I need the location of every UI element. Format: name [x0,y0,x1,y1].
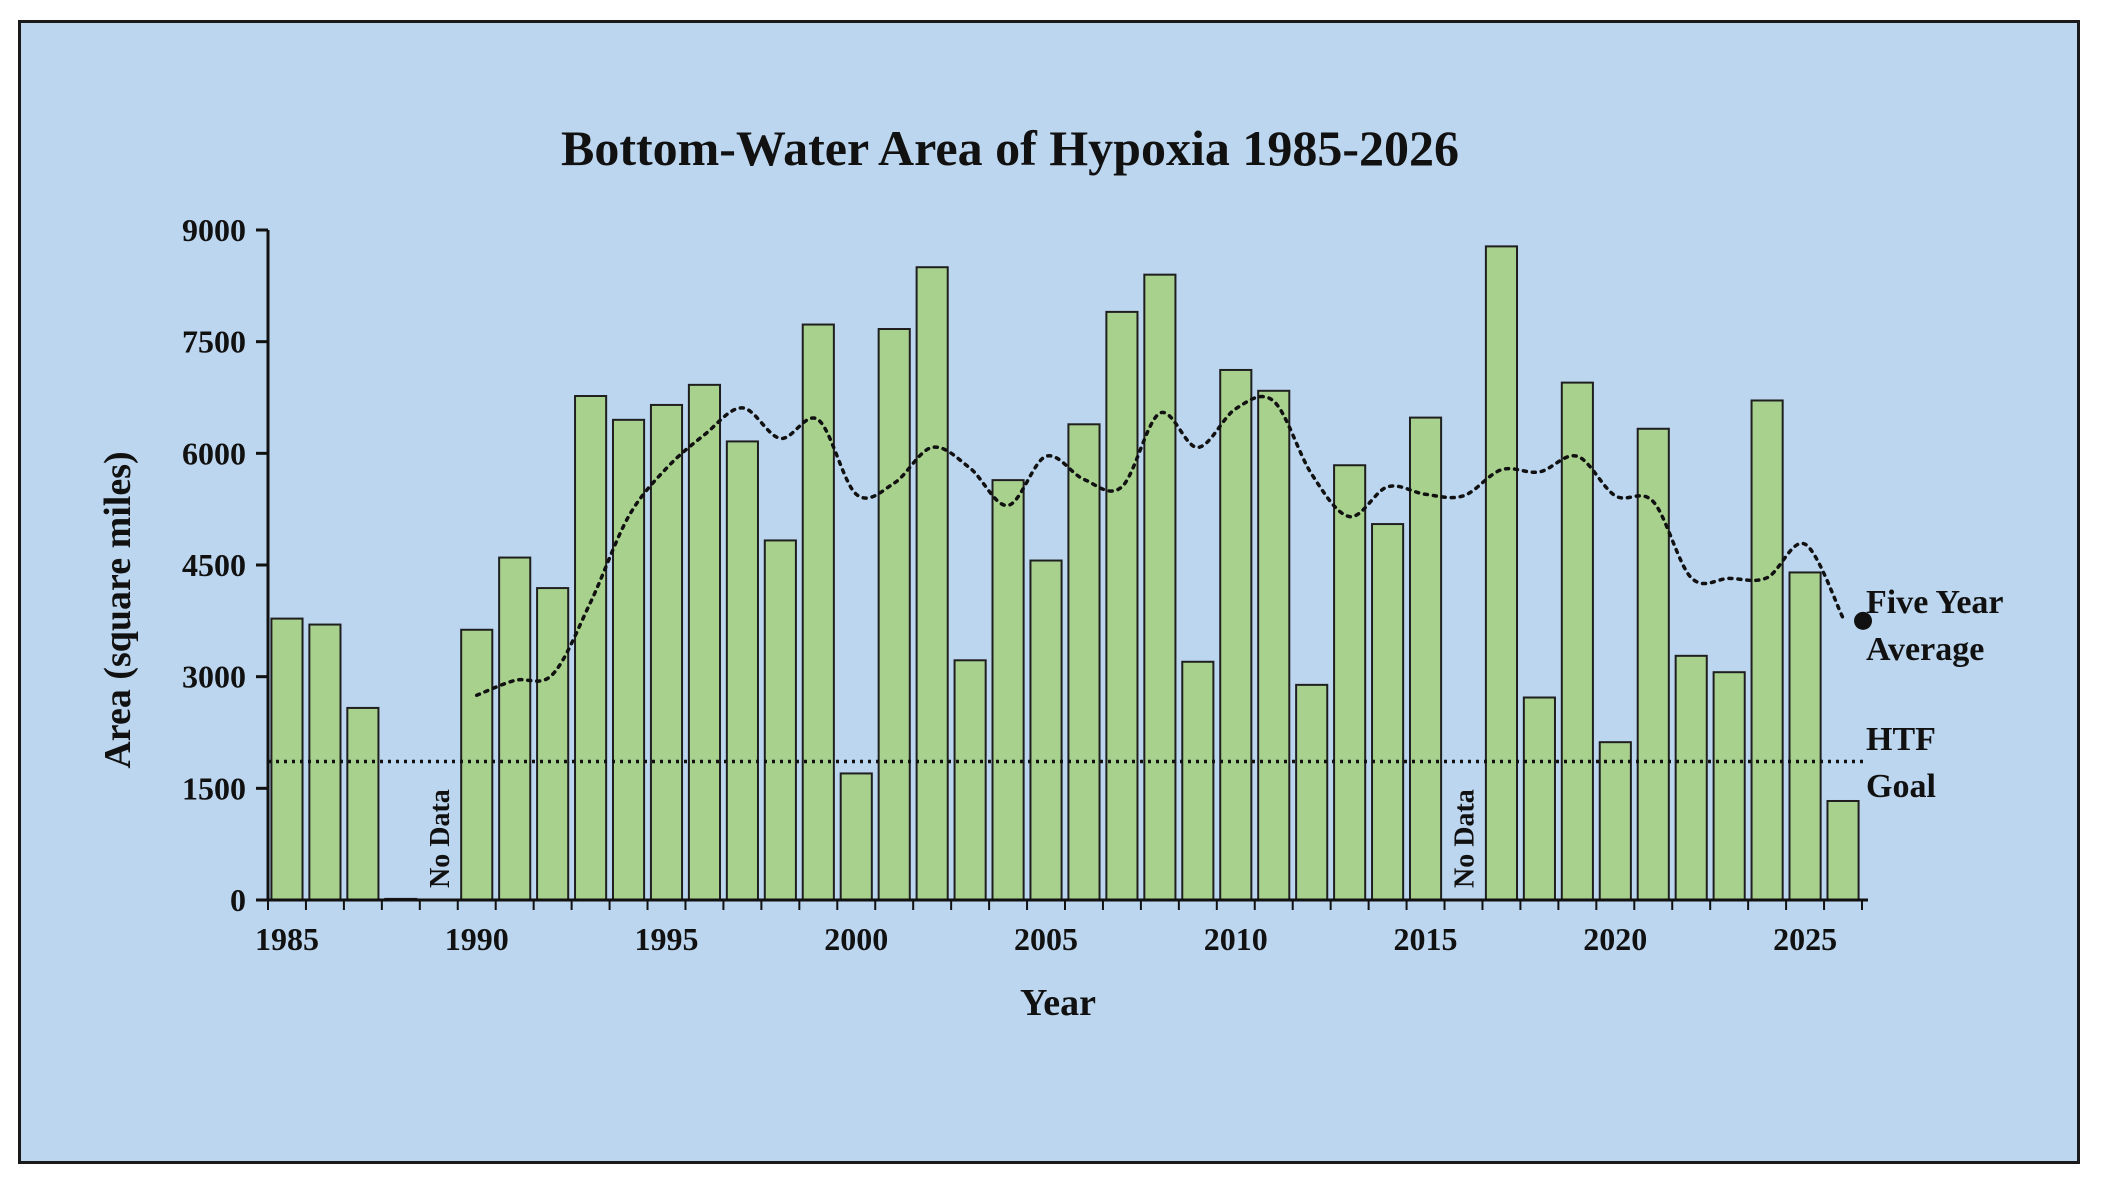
x-tick-label-1995: 1995 [635,921,699,957]
y-axis-title: Area (square miles) [97,451,139,768]
bar-2003 [953,659,987,901]
x-tick-label-2005: 2005 [1014,921,1078,957]
bar-1987 [346,706,380,902]
legend-five-year-line1: Five Year [1866,584,2004,621]
x-tick-label-1985: 1985 [255,921,319,957]
bar-2010 [1219,368,1253,901]
bar-2002 [915,266,949,901]
bar-2020 [1598,741,1632,902]
x-tick-label-2015: 2015 [1394,921,1458,957]
bar-2000 [839,772,873,902]
y-tick-label-4500: 4500 [182,547,246,583]
y-tick-label-0: 0 [230,882,246,918]
bar-1992 [536,587,570,901]
bar-2006 [1067,423,1101,901]
bar-1985 [270,617,304,901]
bar-1998 [763,539,797,902]
bar-2014 [1371,523,1405,901]
x-tick-label-2000: 2000 [824,921,888,957]
bar-2018 [1522,696,1556,901]
no-data-label-2016: No Data [1450,789,1481,888]
x-tick-label-1990: 1990 [445,921,509,957]
bar-2005 [1029,559,1063,901]
bar-2004 [991,479,1025,901]
bar-1997 [725,440,759,901]
y-tick-label-7500: 7500 [182,324,246,360]
x-axis-title: Year [1020,982,1096,1024]
chart-title: Bottom-Water Area of Hypoxia 1985-2026 [561,120,1459,176]
y-tick-label-3000: 3000 [182,659,246,695]
y-tick-label-1500: 1500 [182,770,246,806]
y-tick-label-9000: 9000 [182,212,246,248]
bar-1996 [687,383,722,902]
bar-2024 [1750,399,1784,901]
bar-2007 [1105,310,1139,901]
bar-2017 [1484,245,1519,901]
bar-1990 [460,628,494,901]
five-year-average-line [474,394,1845,698]
bar-2025 [1788,571,1822,901]
bar-2023 [1712,671,1746,902]
bar-2013 [1333,464,1367,901]
bar-1991 [498,556,532,901]
no-data-label-1989: No Data [425,789,456,888]
bar-2021 [1636,427,1670,901]
legend-htf-line1: HTF [1866,721,1936,758]
legend-htf-line2: Goal [1866,768,1936,805]
plot-area: 0 1500 3000 4500 6000 7500 9000 1985 1990 1995 200… [182,212,2004,957]
bar-2012 [1295,683,1329,901]
x-tick-label-2020: 2020 [1583,921,1647,957]
five-year-average-marker [1854,611,1873,630]
bar-1993 [574,395,608,901]
bar-2026 [1826,799,1860,901]
bar-1995 [649,403,684,901]
bar-1999 [801,323,835,901]
bar-2019 [1560,381,1594,902]
x-tick-label-2025: 2025 [1773,921,1837,957]
bar-2015 [1408,416,1443,901]
bar-2022 [1674,654,1708,901]
bar-1994 [611,418,646,901]
bar-2001 [877,328,911,901]
y-tick-label-6000: 6000 [182,435,246,471]
bar-2011 [1257,389,1291,901]
bar-2009 [1181,660,1215,901]
legend-five-year-line2: Average [1866,631,1984,668]
bar-2008 [1143,273,1177,901]
x-tick-label-2010: 2010 [1204,921,1268,957]
